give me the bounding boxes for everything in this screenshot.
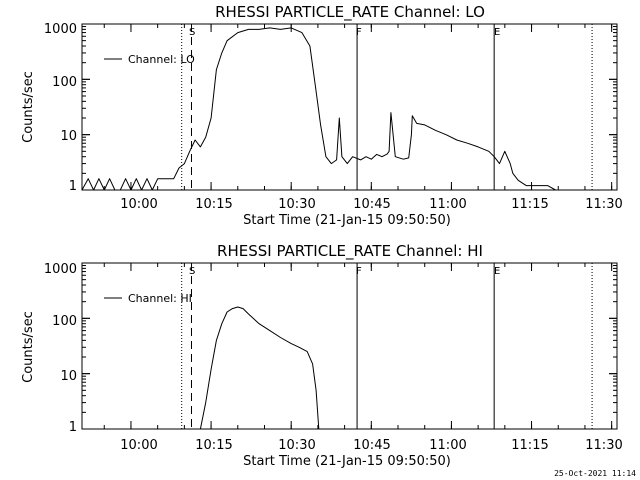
x-axis: 10:00 10:15 10:30 10:45 11:00 11:15 11:3… [120, 438, 622, 469]
panel-lo: RHESSI PARTICLE_RATE Channel: LO 1 10 10… [21, 3, 623, 228]
series-line [199, 306, 320, 430]
plot-area [82, 262, 617, 430]
x-tick-label: 10:30 [278, 197, 315, 212]
marker-label: S [189, 266, 195, 277]
y-tick-label: 100 [52, 314, 77, 329]
y-tick-label: 10 [60, 369, 77, 384]
x-tick-label: 10:15 [195, 197, 232, 212]
plot-timestamp: 25-Oct-2021 11:14 [554, 469, 636, 478]
x-tick-label: 11:00 [429, 197, 466, 212]
y-axis: 1 10 100 1000 Counts/sec [21, 262, 77, 435]
plot-frame [81, 262, 618, 430]
x-tick-label: 10:45 [353, 438, 390, 453]
x-axis-label: Start Time (21-Jan-15 09:50:50) [243, 213, 451, 228]
marker-label: E [494, 27, 500, 38]
y-tick-label: 1 [69, 179, 77, 194]
y-axis: 1 10 100 1000 Counts/sec [21, 22, 77, 194]
legend: Channel: LO [104, 53, 195, 66]
x-tick-label: 11:00 [429, 438, 466, 453]
legend: Channel: HI [104, 292, 192, 305]
x-tick-label: 10:00 [120, 438, 157, 453]
x-tick-label: 11:30 [585, 197, 622, 212]
y-axis-label: Counts/sec [21, 71, 36, 143]
marker-label: S [189, 27, 195, 38]
chart-title: RHESSI PARTICLE_RATE Channel: HI [217, 242, 483, 261]
x-axis-label: Start Time (21-Jan-15 09:50:50) [243, 454, 451, 469]
y-tick-label: 1000 [44, 262, 77, 277]
marker-labels: S F E [189, 27, 500, 38]
legend-label: Channel: HI [128, 292, 192, 305]
legend-label: Channel: LO [128, 53, 195, 66]
y-tick-label: 10 [60, 129, 77, 144]
marker-labels: S F E [189, 266, 500, 277]
x-axis: 10:00 10:15 10:30 10:45 11:00 11:15 11:3… [120, 197, 622, 228]
x-tick-label: 11:15 [511, 438, 548, 453]
x-tick-label: 11:30 [585, 438, 622, 453]
x-tick-label: 10:45 [353, 197, 390, 212]
marker-label: E [494, 266, 500, 277]
y-axis-label: Counts/sec [21, 311, 36, 383]
x-tick-label: 10:00 [120, 197, 157, 212]
plot-area [81, 23, 617, 191]
x-tick-label: 10:30 [278, 438, 315, 453]
x-tick-label: 11:15 [511, 197, 548, 212]
y-tick-label: 1000 [44, 22, 77, 37]
plot-frame [81, 23, 618, 191]
y-tick-label: 1 [69, 420, 77, 435]
panel-hi: RHESSI PARTICLE_RATE Channel: HI 1 10 10… [21, 242, 623, 469]
chart-title: RHESSI PARTICLE_RATE Channel: LO [215, 3, 485, 22]
y-tick-label: 100 [52, 75, 77, 90]
x-tick-label: 10:15 [195, 438, 232, 453]
marker-label: F [356, 266, 362, 277]
series-line [81, 27, 556, 191]
marker-label: F [356, 27, 362, 38]
